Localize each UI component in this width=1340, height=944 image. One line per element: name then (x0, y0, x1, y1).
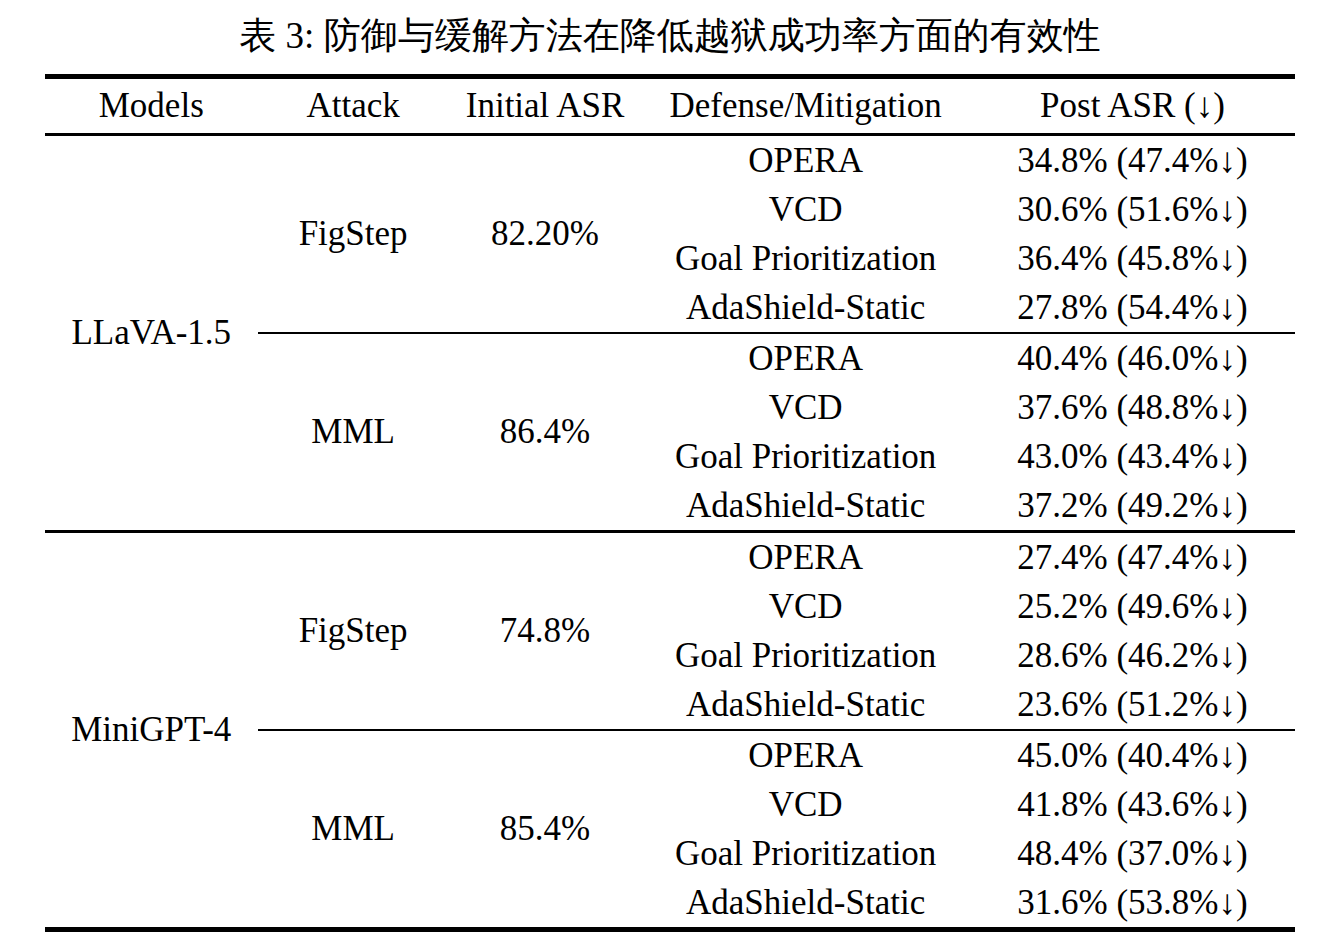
attack-cell: FigStep (258, 532, 449, 731)
attack-cell: MML (258, 333, 449, 532)
col-header-post-asr: Post ASR (↓) (970, 77, 1295, 135)
post-asr-cell: 37.6% (48.8%↓) (970, 383, 1295, 432)
post-asr-cell: 40.4% (46.0%↓) (970, 333, 1295, 383)
defense-cell: Goal Prioritization (641, 234, 970, 283)
post-asr-cell: 27.4% (47.4%↓) (970, 532, 1295, 583)
defense-cell: VCD (641, 582, 970, 631)
col-header-defense: Defense/Mitigation (641, 77, 970, 135)
table-caption: 表 3: 防御与缓解方法在降低越狱成功率方面的有效性 (0, 12, 1340, 60)
post-asr-cell: 23.6% (51.2%↓) (970, 680, 1295, 730)
post-asr-cell: 41.8% (43.6%↓) (970, 780, 1295, 829)
post-asr-cell: 45.0% (40.4%↓) (970, 730, 1295, 780)
initial-asr-cell: 85.4% (449, 730, 642, 930)
post-asr-cell: 25.2% (49.6%↓) (970, 582, 1295, 631)
table-row: LLaVA-1.5 FigStep 82.20% OPERA 34.8% (47… (45, 135, 1295, 186)
post-asr-cell: 37.2% (49.2%↓) (970, 481, 1295, 532)
defense-cell: VCD (641, 185, 970, 234)
defense-cell: OPERA (641, 333, 970, 383)
col-header-initial-asr: Initial ASR (449, 77, 642, 135)
defense-cell: Goal Prioritization (641, 631, 970, 680)
post-asr-cell: 36.4% (45.8%↓) (970, 234, 1295, 283)
defense-cell: AdaShield-Static (641, 680, 970, 730)
defense-cell: Goal Prioritization (641, 829, 970, 878)
defense-cell: Goal Prioritization (641, 432, 970, 481)
results-table: Models Attack Initial ASR Defense/Mitiga… (45, 74, 1295, 932)
defense-cell: OPERA (641, 135, 970, 186)
attack-cell: FigStep (258, 135, 449, 334)
initial-asr-cell: 86.4% (449, 333, 642, 532)
defense-cell: AdaShield-Static (641, 283, 970, 333)
post-asr-cell: 43.0% (43.4%↓) (970, 432, 1295, 481)
post-asr-cell: 31.6% (53.8%↓) (970, 878, 1295, 930)
defense-cell: OPERA (641, 730, 970, 780)
post-asr-cell: 34.8% (47.4%↓) (970, 135, 1295, 186)
model-cell: LLaVA-1.5 (45, 135, 258, 532)
attack-cell: MML (258, 730, 449, 930)
defense-cell: AdaShield-Static (641, 481, 970, 532)
table-header-row: Models Attack Initial ASR Defense/Mitiga… (45, 77, 1295, 135)
initial-asr-cell: 82.20% (449, 135, 642, 334)
model-cell: MiniGPT-4 (45, 532, 258, 930)
post-asr-cell: 28.6% (46.2%↓) (970, 631, 1295, 680)
initial-asr-cell: 74.8% (449, 532, 642, 731)
defense-cell: VCD (641, 780, 970, 829)
defense-cell: AdaShield-Static (641, 878, 970, 930)
col-header-models: Models (45, 77, 258, 135)
defense-cell: VCD (641, 383, 970, 432)
table-row: MiniGPT-4 FigStep 74.8% OPERA 27.4% (47.… (45, 532, 1295, 583)
post-asr-cell: 30.6% (51.6%↓) (970, 185, 1295, 234)
post-asr-cell: 27.8% (54.4%↓) (970, 283, 1295, 333)
post-asr-cell: 48.4% (37.0%↓) (970, 829, 1295, 878)
paper-page: 表 3: 防御与缓解方法在降低越狱成功率方面的有效性 Models Attack… (0, 0, 1340, 944)
col-header-attack: Attack (258, 77, 449, 135)
defense-cell: OPERA (641, 532, 970, 583)
